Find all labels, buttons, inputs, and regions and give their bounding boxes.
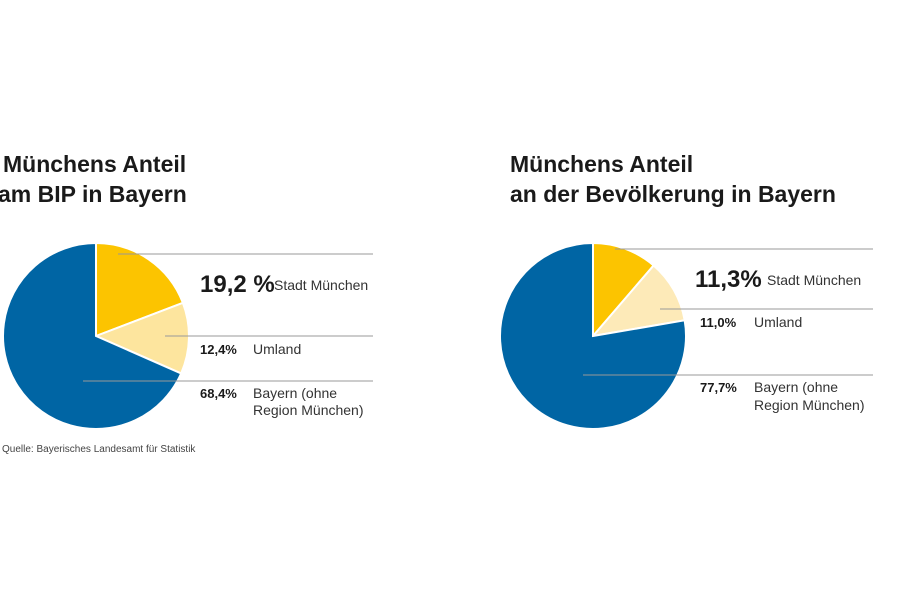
- chart2-label-category-2: Umland: [754, 314, 802, 330]
- chart2-label-value-3: 77,7%: [700, 380, 737, 395]
- chart1-label-category-3a: Bayern (ohne: [253, 385, 337, 401]
- source-note: Quelle: Bayerisches Landesamt für Statis…: [2, 444, 196, 455]
- chart2-title-line2: an der Bevölkerung in Bayern: [510, 181, 836, 207]
- chart1-title-line2: am BIP in Bayern: [0, 181, 187, 207]
- pie-slice-2: [93, 301, 190, 375]
- pie-slice-1: [95, 241, 185, 338]
- chart1-label-category-1: Stadt München: [274, 277, 368, 293]
- chart1-label-value-1: 19,2 %: [200, 271, 275, 298]
- chart2-label-category-3b: Region München): [754, 397, 865, 413]
- chart2-pie: [499, 241, 687, 430]
- chart2-label-category-3a: Bayern (ohne: [754, 379, 838, 395]
- chart1-title-line1: Münchens Anteil: [3, 151, 186, 177]
- chart1-label-value-3: 68,4%: [200, 386, 237, 401]
- chart1-label-category-2: Umland: [253, 341, 301, 357]
- chart2-title-line1: Münchens Anteil: [510, 151, 693, 177]
- chart1-label-value-2: 12,4%: [200, 342, 237, 357]
- chart1-label-category-3b: Region München): [253, 402, 364, 418]
- chart2-label-value-1: 11,3%: [695, 266, 762, 293]
- pie-slice-3: [2, 241, 183, 430]
- chart1-pie: [2, 241, 190, 430]
- pie-slice-3: [499, 241, 687, 430]
- chart2-label-value-2: 11,0%: [700, 315, 737, 330]
- chart2-label-category-1: Stadt München: [767, 272, 861, 288]
